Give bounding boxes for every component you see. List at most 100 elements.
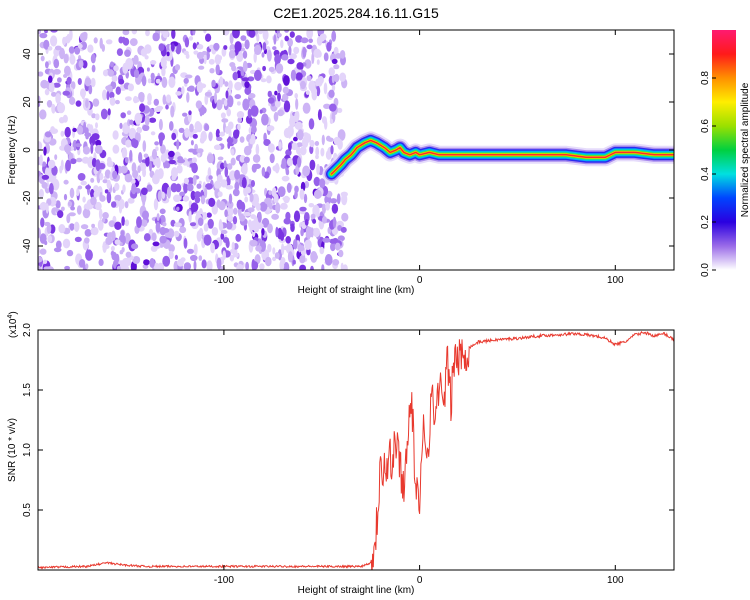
noise-speckle xyxy=(282,176,289,181)
noise-speckle xyxy=(124,96,132,102)
noise-speckle xyxy=(39,154,43,166)
noise-speckle xyxy=(266,75,272,84)
noise-speckle xyxy=(69,30,73,41)
noise-speckle xyxy=(294,93,299,99)
noise-speckle xyxy=(165,94,172,103)
noise-speckle xyxy=(311,89,318,101)
noise-speckle xyxy=(255,202,261,211)
noise-speckle xyxy=(124,157,129,163)
noise-speckle xyxy=(280,39,284,49)
x-tick-label: 100 xyxy=(607,275,624,286)
noise-speckle xyxy=(143,233,151,242)
noise-speckle xyxy=(321,264,325,270)
noise-speckle xyxy=(125,251,132,258)
noise-speckle xyxy=(321,134,325,146)
noise-speckle xyxy=(66,249,74,257)
noise-speckle xyxy=(214,91,217,104)
noise-speckle xyxy=(234,181,240,191)
x-tick-label: 100 xyxy=(607,575,624,586)
noise-speckle xyxy=(205,33,212,42)
noise-speckle xyxy=(215,64,220,75)
noise-speckle xyxy=(147,93,152,103)
noise-speckle xyxy=(203,234,212,246)
noise-speckle xyxy=(203,212,208,220)
noise-speckle xyxy=(286,182,292,193)
noise-speckle xyxy=(161,191,166,199)
noise-speckle xyxy=(243,145,252,156)
noise-speckle xyxy=(251,163,257,173)
noise-speckle xyxy=(38,141,43,151)
noise-speckle xyxy=(286,157,293,167)
noise-speckle xyxy=(325,149,332,160)
noise-speckle xyxy=(109,61,114,68)
noise-speckle xyxy=(268,66,275,73)
noise-speckle xyxy=(281,243,285,256)
noise-speckle xyxy=(159,242,164,248)
noise-speckle xyxy=(290,69,297,82)
noise-speckle xyxy=(239,136,245,143)
noise-speckle xyxy=(64,265,70,270)
noise-speckle xyxy=(39,248,47,255)
noise-speckle xyxy=(162,94,167,105)
noise-speckle xyxy=(76,125,84,135)
noise-speckle xyxy=(128,127,137,140)
noise-speckle xyxy=(203,223,209,232)
noise-speckle xyxy=(47,235,53,243)
noise-speckle xyxy=(158,118,163,131)
noise-speckle xyxy=(59,165,63,174)
noise-speckle xyxy=(146,67,150,72)
noise-speckle xyxy=(131,162,137,174)
noise-speckle xyxy=(193,260,197,270)
noise-speckle xyxy=(162,255,171,267)
noise-speckle xyxy=(274,100,281,108)
noise-speckle xyxy=(102,212,109,219)
noise-speckle xyxy=(69,54,76,65)
noise-speckle xyxy=(143,153,149,158)
noise-speckle xyxy=(51,91,57,97)
noise-speckle xyxy=(228,121,234,130)
noise-speckle xyxy=(203,52,207,65)
noise-speckle xyxy=(82,60,88,69)
noise-speckle xyxy=(283,75,290,86)
noise-speckle xyxy=(98,208,103,220)
noise-speckle xyxy=(300,146,307,156)
snr-scale-exp: 4 xyxy=(7,315,14,319)
noise-speckle xyxy=(277,33,282,38)
noise-speckle xyxy=(112,130,119,140)
signal-trace xyxy=(322,131,674,183)
svg-text:(x104): (x104) xyxy=(7,311,19,338)
noise-speckle xyxy=(45,203,49,214)
noise-speckle xyxy=(115,99,120,105)
noise-speckle xyxy=(306,44,313,50)
noise-speckle xyxy=(333,73,340,83)
noise-speckle xyxy=(115,86,122,95)
noise-speckle xyxy=(183,177,189,185)
noise-speckle xyxy=(296,62,304,70)
noise-speckle xyxy=(105,85,113,91)
noise-speckle xyxy=(341,193,348,206)
noise-speckle xyxy=(335,53,342,59)
y-tick-label: 40 xyxy=(22,48,33,60)
noise-speckle xyxy=(330,242,336,252)
noise-speckle xyxy=(125,139,132,148)
noise-speckle xyxy=(209,44,214,50)
noise-speckle xyxy=(293,210,301,223)
noise-speckle xyxy=(120,230,125,236)
noise-speckle xyxy=(122,257,130,265)
y-tick-label: 1.5 xyxy=(22,383,33,397)
noise-speckle xyxy=(283,100,291,113)
noise-speckle xyxy=(300,37,309,44)
noise-speckle xyxy=(62,114,68,123)
noise-speckle xyxy=(197,217,204,226)
noise-speckle xyxy=(271,187,277,198)
noise-speckle xyxy=(282,93,289,102)
noise-speckle xyxy=(283,262,290,270)
noise-speckle xyxy=(268,190,273,195)
noise-speckle xyxy=(295,98,299,110)
noise-speckle xyxy=(38,265,41,270)
noise-speckle xyxy=(184,74,193,79)
noise-speckle xyxy=(231,64,237,72)
noise-speckle xyxy=(107,156,112,164)
noise-speckle xyxy=(158,43,165,52)
noise-speckle xyxy=(330,145,334,155)
